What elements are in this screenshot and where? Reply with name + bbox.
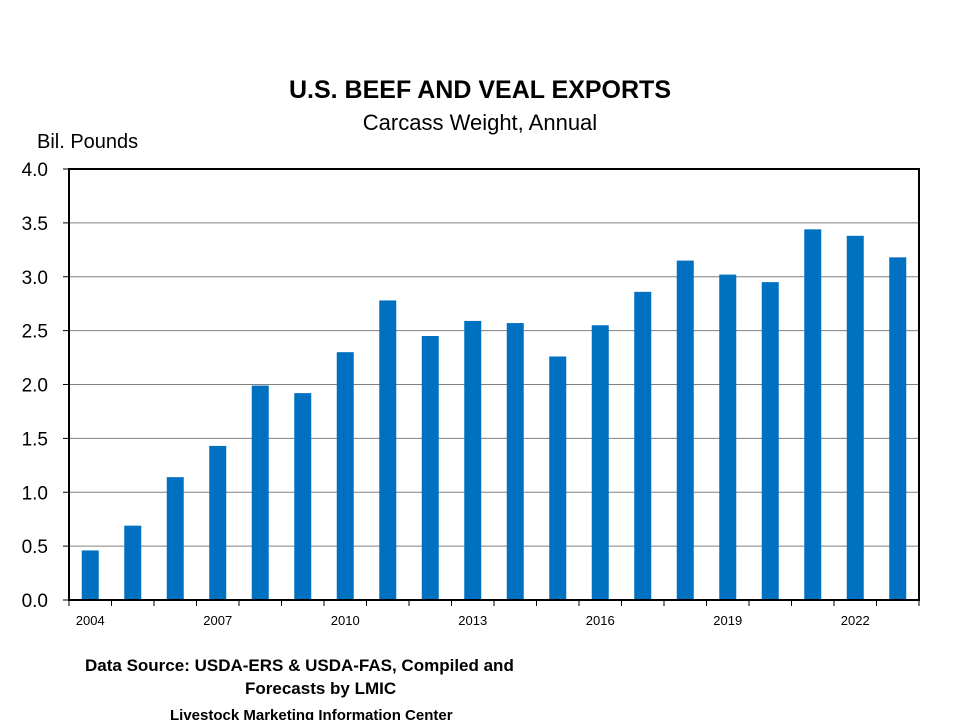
bar-2021 xyxy=(804,229,822,600)
y-tick-label: 3.0 xyxy=(22,268,48,289)
x-tick-label: 2007 xyxy=(203,613,232,628)
bar-2017 xyxy=(634,291,652,600)
bar-2013 xyxy=(464,320,482,600)
y-tick-label: 3.5 xyxy=(22,214,48,235)
x-tick-label: 2019 xyxy=(713,613,742,628)
bar-2004 xyxy=(81,550,99,600)
x-tick-label: 2004 xyxy=(76,613,105,628)
x-tick-labels: 2004 2007 2010 2013 2016 2019 2022 xyxy=(68,600,920,628)
y-tick-label: 4.0 xyxy=(22,160,48,181)
bar-2009 xyxy=(294,393,312,600)
bars xyxy=(81,229,907,600)
bar-2008 xyxy=(251,385,269,600)
organization-label: Livestock Marketing Information Center xyxy=(170,707,453,720)
x-tick-label: 2022 xyxy=(841,613,870,628)
bar-2010 xyxy=(336,352,354,600)
y-tick-label: 2.0 xyxy=(22,376,48,397)
chart-subtitle: Carcass Weight, Annual xyxy=(363,110,597,135)
bar-2016 xyxy=(591,325,609,600)
source-line-2: Forecasts by LMIC xyxy=(245,679,396,698)
bar-2023 xyxy=(889,257,907,600)
bar-2019 xyxy=(719,274,737,600)
bar-2018 xyxy=(676,260,694,600)
y-tick-label: 1.5 xyxy=(22,429,48,450)
bar-2014 xyxy=(506,323,524,600)
bar-2007 xyxy=(209,445,227,600)
bar-2015 xyxy=(549,356,567,600)
y-tick-labels: 0.0 0.5 1.0 1.5 2.0 2.5 3.0 3.5 4.0 xyxy=(22,160,69,612)
bar-2011 xyxy=(379,300,397,600)
y-axis-label: Bil. Pounds xyxy=(37,131,138,153)
y-tick-label: 2.5 xyxy=(22,322,48,343)
bar-2022 xyxy=(846,235,864,600)
bar-2005 xyxy=(124,525,142,600)
x-tick-label: 2010 xyxy=(331,613,360,628)
y-tick-label: 0.5 xyxy=(22,537,48,558)
bar-2006 xyxy=(166,477,184,600)
source-line-1: Data Source: USDA-ERS & USDA-FAS, Compil… xyxy=(85,656,514,675)
chart-title: U.S. BEEF AND VEAL EXPORTS xyxy=(289,76,671,104)
y-tick-label: 0.0 xyxy=(22,591,48,612)
gridlines xyxy=(69,222,919,547)
bar-2020 xyxy=(761,282,779,600)
bar-2012 xyxy=(421,336,439,600)
x-tick-label: 2013 xyxy=(458,613,487,628)
x-tick-label: 2016 xyxy=(586,613,615,628)
y-tick-label: 1.0 xyxy=(22,483,48,504)
